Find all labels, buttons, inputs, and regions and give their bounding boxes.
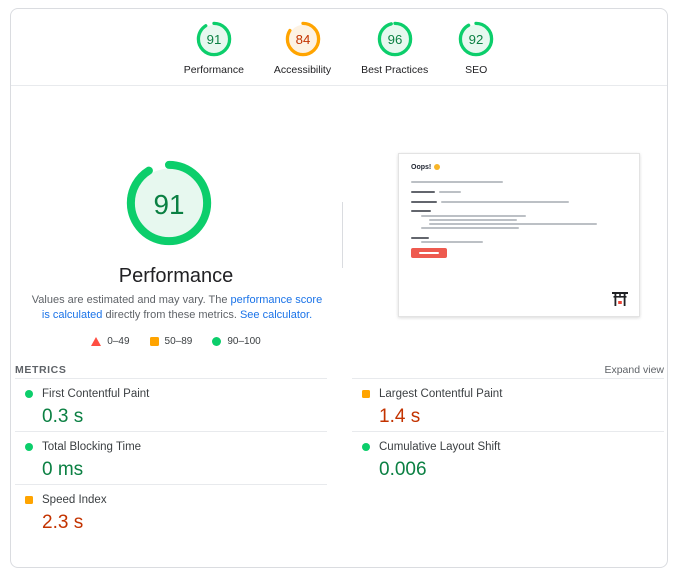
metric-label: Largest Contentful Paint [379,388,503,400]
torii-icon [612,292,628,306]
metric-value: 2.3 s [42,512,84,533]
metric-status-icon [25,443,33,451]
metrics-column-right: Largest Contentful Paint 1.4 s Cumulativ… [352,378,664,537]
gauge-label: Best Practices [361,64,429,76]
metric-speed-index: Speed Index 2.3 s [15,484,327,537]
metric-label: Total Blocking Time [42,441,142,453]
metrics-grid: First Contentful Paint 0.3 s Total Block… [15,378,664,537]
gauge-item-accessibility[interactable]: 84 Accessibility [274,21,331,76]
page-screenshot-thumbnail: Oops! [398,153,640,317]
vertical-divider [342,202,343,268]
metrics-title: METRICS [15,364,67,376]
metric-value: 0.3 s [42,406,84,427]
svg-text:91: 91 [154,189,185,220]
thumbnail-text-line [411,191,435,193]
metric-total-blocking-time: Total Blocking Time 0 ms [15,431,327,484]
thumbnail-text-line [421,241,483,243]
thumbnail-text-line [411,181,503,183]
description-text: directly from these metrics. [102,309,240,321]
oops-heading: Oops! [411,164,441,171]
metric-first-contentful-paint: First Contentful Paint 0.3 s [15,378,327,431]
metric-label: Speed Index [42,494,107,506]
gauge-label: SEO [465,64,488,76]
gauge-label: Performance [183,64,244,76]
metric-status-icon [362,390,370,398]
expand-view-link[interactable]: Expand view [604,364,664,376]
average-square-icon [149,337,159,346]
metric-status-icon [25,496,33,504]
gauge-item-best-practices[interactable]: 96 Best Practices [361,21,428,76]
metric-label: Cumulative Layout Shift [379,441,501,453]
svg-text:91: 91 [207,32,222,47]
metric-status-icon [25,390,33,398]
see-calculator-link[interactable]: See calculator. [239,309,313,321]
legend-range: 0–49 [107,336,130,347]
seo-score-gauge: 92 [458,21,494,57]
performance-section-title: Performance [118,265,234,287]
metric-value: 0.006 [379,459,427,480]
metric-label: First Contentful Paint [42,388,150,400]
thumbnail-text-line [429,219,517,221]
thumbnail-text-line [411,210,431,212]
category-scores-header: 91 Performance 84 Accessibility 96 Best … [11,9,667,86]
pass-circle-icon [212,337,222,346]
legend-range: 90–100 [227,336,261,347]
thumbnail-text-line [421,215,526,217]
legend-range: 50–89 [164,336,193,347]
gauge-item-seo[interactable]: 92 SEO [458,21,494,76]
fail-triangle-icon [91,337,102,346]
gauge-label: Accessibility [273,64,332,76]
metric-largest-contentful-paint: Largest Contentful Paint 1.4 s [352,378,664,431]
svg-text:96: 96 [387,32,402,47]
accessibility-score-gauge: 84 [285,21,321,57]
lighthouse-report-card: 91 Performance 84 Accessibility 96 Best … [10,8,668,568]
score-range-legend: 0–49 50–89 90–100 [11,336,341,347]
svg-text:92: 92 [469,32,484,47]
emoji-icon [434,164,441,170]
performance-description: Values are estimated and may vary. The p… [31,293,323,323]
metric-status-icon [362,443,370,451]
thumbnail-text-line [411,201,437,203]
description-text: Values are estimated and may vary. The [31,294,231,306]
gauge-item-performance[interactable]: 91 Performance [184,21,244,76]
thumbnail-text-line [421,227,519,229]
thumbnail-text-line [439,191,461,193]
metric-value: 0 ms [42,459,84,480]
performance-main-gauge: 91 [125,159,213,247]
thumbnail-text-line [429,223,597,225]
performance-score-calculated-link[interactable]: performance score is calculated [41,294,323,321]
thumbnail-text-line [411,237,429,239]
svg-text:84: 84 [295,32,310,47]
legend-item-average: 50–89 [149,336,193,347]
metrics-header: METRICS Expand view [15,361,664,379]
metrics-column-left: First Contentful Paint 0.3 s Total Block… [15,378,327,537]
metric-cumulative-layout-shift: Cumulative Layout Shift 0.006 [352,431,664,484]
legend-item-pass: 90–100 [212,336,261,347]
legend-item-fail: 0–49 [91,336,130,347]
metric-value: 1.4 s [379,406,421,427]
help-center-button [411,248,447,258]
performance-score-gauge: 91 [196,21,232,57]
best-practices-score-gauge: 96 [377,21,413,57]
thumbnail-text-line [441,201,569,203]
